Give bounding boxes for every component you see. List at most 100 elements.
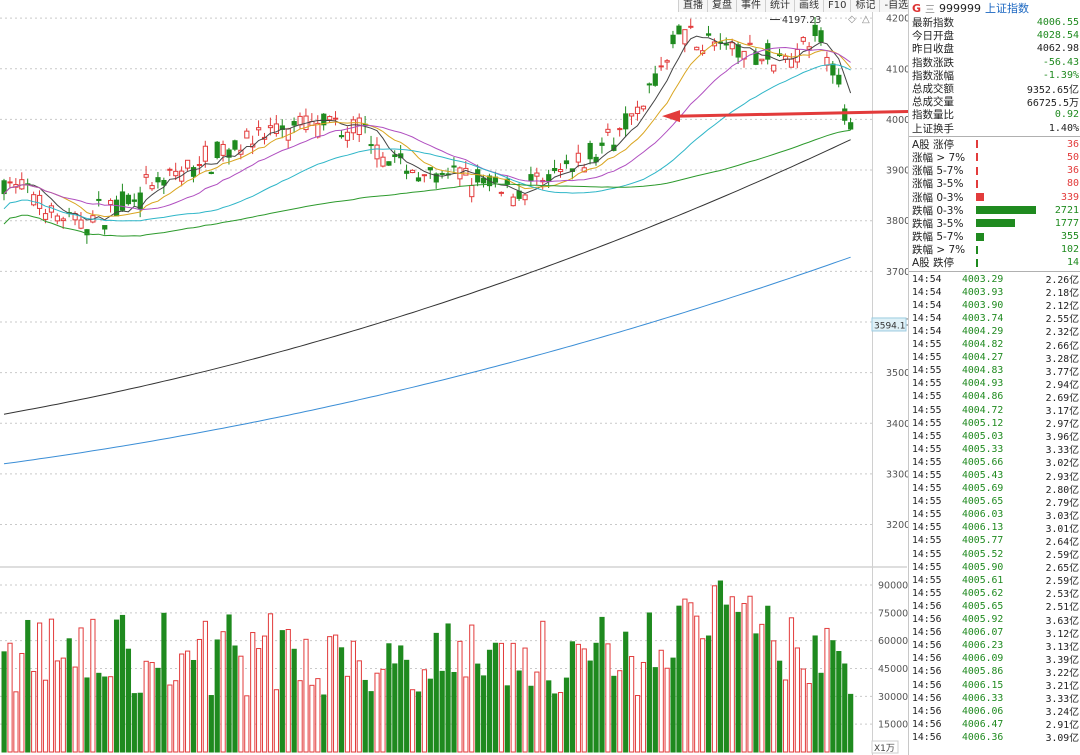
- stat-value: -56.43: [1042, 56, 1079, 68]
- tick-amount: 3.12亿: [1045, 628, 1079, 640]
- tick-amount: 3.96亿: [1045, 432, 1079, 444]
- candle-body: [149, 185, 155, 190]
- candle-body: [729, 42, 735, 50]
- volume-bar: [108, 676, 114, 753]
- tick-list[interactable]: 14:54 4003.29 2.26亿 14:54 4003.93 2.18亿 14:54 4…: [909, 273, 1080, 745]
- index-name[interactable]: 上证指数: [985, 2, 1030, 15]
- volume-bar: [463, 676, 469, 753]
- tick-time: 14:54: [912, 273, 942, 285]
- volume-bar: [1, 651, 7, 753]
- volume-bar: [664, 667, 670, 753]
- candle-body: [629, 113, 635, 117]
- volume-bar: [202, 620, 208, 753]
- menu-icon[interactable]: 三: [925, 4, 936, 16]
- volume-bar: [646, 612, 652, 753]
- kline-area: [0, 0, 907, 565]
- toolbar-button-f10[interactable]: F10: [823, 0, 851, 12]
- tick-price: 4005.12: [962, 417, 1004, 429]
- volume-bar: [273, 689, 280, 753]
- tick-row: 14:55 4004.27 3.28亿: [909, 351, 1080, 365]
- tick-amount: 2.12亿: [1045, 301, 1079, 313]
- tick-row: 14:55 4004.86 2.69亿: [909, 390, 1080, 404]
- candle-body: [563, 160, 570, 165]
- volume-bar: [569, 641, 576, 753]
- toolbar-button-review[interactable]: 复盘: [707, 0, 736, 12]
- tick-time: 14:56: [912, 679, 942, 691]
- volume-bar: [356, 660, 362, 753]
- volume-bar: [179, 653, 185, 753]
- candle-body: [682, 29, 688, 45]
- volume-bar: [599, 616, 605, 753]
- candle-body: [226, 149, 232, 158]
- candle-body: [611, 144, 617, 151]
- tick-time: 14:55: [912, 470, 942, 482]
- ma5-line: [3, 35, 852, 221]
- candle-body: [812, 24, 818, 37]
- candle-body: [522, 194, 528, 201]
- volume-bar: [800, 668, 806, 753]
- volume-bar: [208, 695, 214, 753]
- volume-bar: [279, 630, 285, 753]
- tick-amount: 3.21亿: [1045, 681, 1079, 693]
- volume-bar: [759, 623, 765, 753]
- tick-time: 14:54: [912, 286, 942, 298]
- price-axis-label: 4000: [886, 115, 908, 126]
- volume-unit-box: [871, 740, 899, 754]
- volume-bar: [256, 648, 262, 753]
- candle-body: [475, 169, 481, 183]
- volume-bar: [185, 650, 191, 753]
- volume-bar: [25, 619, 31, 753]
- breadth-label: 跌幅 3-5%: [912, 217, 964, 230]
- toolbar-button-live[interactable]: 直播: [678, 0, 707, 12]
- kline-chart[interactable]: 4200410040003900380037003600350034003300…: [0, 0, 908, 755]
- tick-price: 4003.29: [962, 273, 1004, 285]
- stat-row: 指数涨幅 -1.39%: [909, 69, 1080, 82]
- candle-body: [119, 191, 126, 211]
- volume-bar: [469, 624, 475, 753]
- candle-body: [232, 140, 238, 150]
- candle-body: [652, 73, 658, 86]
- toolbar-button-watchlist[interactable]: -自选: [879, 0, 913, 12]
- chart-collapse-icon[interactable]: △: [862, 14, 870, 25]
- tick-row: 14:54 4003.90 2.12亿: [909, 299, 1080, 313]
- tick-price: 4005.66: [962, 456, 1004, 468]
- toolbar-button-mark[interactable]: 标记: [850, 0, 880, 12]
- volume-bar: [812, 635, 818, 753]
- volume-bar: [717, 580, 724, 753]
- stat-label: 昨日收盘: [912, 43, 954, 56]
- volume-bar: [593, 642, 599, 753]
- stat-row: 上证换手 1.40%: [909, 122, 1080, 135]
- volume-bar: [552, 693, 558, 753]
- tick-amount: 3.63亿: [1045, 615, 1079, 627]
- tick-amount: 3.13亿: [1045, 641, 1079, 653]
- volume-bar: [161, 612, 167, 753]
- candle-body: [587, 142, 593, 160]
- volume-bar: [546, 680, 552, 753]
- toolbar-button-draw[interactable]: 画线: [794, 0, 823, 12]
- volume-bar: [700, 638, 706, 753]
- volume-bar: [705, 635, 712, 753]
- candle-body: [557, 169, 564, 173]
- volume-bar: [540, 620, 546, 753]
- toolbar-button-events[interactable]: 事件: [736, 0, 765, 12]
- volume-bar: [267, 613, 274, 753]
- candle-body: [818, 30, 824, 43]
- volume-bar: [113, 619, 120, 753]
- candle-body: [575, 152, 581, 163]
- tick-row: 14:56 4006.09 3.39亿: [909, 652, 1080, 666]
- candle-body: [617, 128, 623, 131]
- tick-row: 14:56 4005.92 3.63亿: [909, 613, 1080, 627]
- tick-time: 14:55: [912, 535, 942, 547]
- candle-body: [623, 113, 629, 130]
- chart-settings-icon[interactable]: ◇: [848, 14, 856, 25]
- volume-bar: [232, 645, 238, 753]
- stat-row: 总成交额 9352.65亿: [909, 82, 1080, 96]
- candle-body: [593, 156, 599, 163]
- toolbar-button-stats[interactable]: 统计: [765, 0, 794, 12]
- volume-bar: [368, 691, 374, 753]
- price-tag-box: [871, 317, 907, 332]
- volume-bar: [167, 684, 173, 753]
- volume-bar: [173, 680, 179, 753]
- candle-body: [190, 167, 197, 177]
- volume-bar: [190, 659, 197, 753]
